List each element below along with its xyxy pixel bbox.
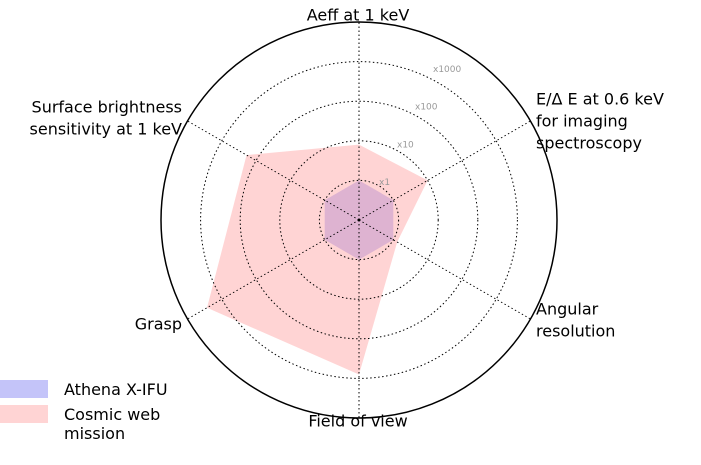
outer-circle: [160, 21, 558, 419]
axis-label: Grasp: [135, 315, 182, 334]
legend-swatch: [0, 405, 48, 423]
grid-circle: [318, 179, 400, 261]
legend-label: Cosmic web mission: [64, 405, 161, 443]
legend-item: Cosmic web mission: [0, 405, 184, 443]
r-tick-label: x10: [397, 140, 414, 150]
r-tick-label: x1: [379, 178, 390, 188]
axis-label: for imaging: [536, 112, 628, 131]
axis-label: spectroscopy: [536, 134, 642, 153]
legend-item: Athena X-IFU: [0, 380, 184, 399]
axis-label: sensitivity at 1 keV: [30, 120, 183, 139]
r-tick-label: x100: [415, 103, 438, 113]
axis-label: Angular: [536, 300, 599, 319]
axis-label: Field of view: [308, 412, 407, 431]
spoke: [358, 219, 531, 320]
legend-swatch: [0, 380, 48, 398]
spoke: [358, 120, 531, 221]
axis-label: Aeff at 1 keV: [307, 6, 410, 25]
axis-label: E/Δ E at 0.6 keV: [536, 90, 664, 109]
grid-circle: [200, 61, 518, 379]
spoke: [187, 120, 360, 221]
series-area: [207, 144, 428, 375]
axis-label: Surface brightness: [32, 98, 182, 117]
grid-circle: [239, 100, 479, 340]
center: [357, 218, 361, 222]
grid-circle: [279, 140, 439, 300]
spoke: [187, 219, 360, 320]
legend: Athena X-IFU Cosmic web mission: [0, 380, 184, 449]
axis-label: resolution: [536, 322, 615, 341]
legend-label: Athena X-IFU: [64, 380, 168, 399]
r-tick-label: x1000: [433, 65, 462, 75]
